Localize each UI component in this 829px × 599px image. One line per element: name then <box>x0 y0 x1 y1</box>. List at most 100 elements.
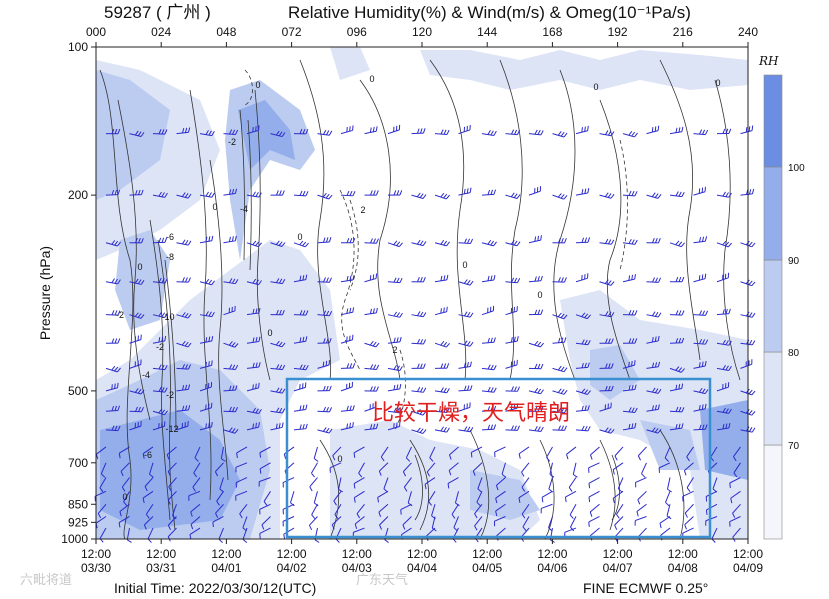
wind-barb <box>505 129 521 136</box>
wind-barb <box>552 131 568 138</box>
pressure-tick-label: 925 <box>68 515 88 529</box>
wind-barb <box>378 462 389 476</box>
wind-barb <box>100 462 107 478</box>
wind-barb <box>105 365 121 373</box>
wind-barb <box>387 277 403 284</box>
wind-barb <box>289 491 295 507</box>
wind-barb <box>521 503 530 519</box>
wind-barb <box>693 387 709 395</box>
wind-barb <box>105 338 121 344</box>
omega-contour <box>247 119 252 271</box>
wind-barb <box>215 503 224 518</box>
wind-barb <box>152 191 168 198</box>
wind-barb <box>528 363 544 370</box>
wind-barb <box>528 406 544 412</box>
wind-barb <box>646 192 662 199</box>
wind-barb <box>387 364 403 372</box>
omega-contour <box>117 99 151 421</box>
wind-barb <box>588 516 600 527</box>
wind-barb <box>458 187 472 196</box>
dry-region-box <box>285 377 712 539</box>
wind-barb <box>118 446 130 459</box>
wind-barb <box>387 421 401 431</box>
wind-barb <box>152 311 168 319</box>
wind-barb <box>636 503 647 517</box>
wind-barb <box>622 190 638 197</box>
top-tick-label: 024 <box>151 25 171 39</box>
wind-barb <box>434 192 450 200</box>
pressure-tick-label: 200 <box>68 188 88 202</box>
date-tick-time: 12:00 <box>733 547 763 561</box>
top-tick-label: 120 <box>412 25 432 39</box>
date-tick-date: 04/09 <box>733 561 763 575</box>
wind-barb <box>403 477 412 492</box>
omega-contour-label: 0 <box>462 260 467 270</box>
date-tick-date: 04/05 <box>472 561 502 575</box>
wind-barb <box>434 387 450 394</box>
wind-barb <box>646 361 661 369</box>
wind-barb <box>458 402 471 412</box>
wind-barb <box>167 516 177 530</box>
wind-barb <box>575 273 589 283</box>
omega-contour-labels: 0 -2 -4 -6 -8 -10 -12 -2 -6 -2 -4 0 0 0 0 0 0 0 0 0 2 2 -2 0 0 <box>116 74 721 502</box>
wind-barb <box>693 310 709 316</box>
wind-barb <box>120 462 130 477</box>
omega-contour-label: 0 <box>369 74 374 84</box>
wind-barb <box>105 405 120 412</box>
wind-barb <box>693 424 708 431</box>
wind-barb <box>622 274 636 283</box>
top-axis-ticks: 000 024 048 072 096 120 144 168 192 216 240 <box>86 25 758 47</box>
wind-barb <box>129 278 145 285</box>
wind-barb <box>521 477 530 492</box>
wind-barb <box>270 340 286 348</box>
date-tick-time: 12:00 <box>603 547 633 561</box>
wind-barb <box>332 446 342 461</box>
wind-barb <box>235 490 248 501</box>
wind-barb <box>152 237 168 244</box>
watermark-left: 六毗将道 <box>20 573 72 588</box>
wind-barb <box>599 338 614 344</box>
top-tick-label: 240 <box>738 25 758 39</box>
wind-barb <box>246 336 261 344</box>
wind-barb <box>552 193 568 200</box>
wind-barb <box>552 365 568 373</box>
wind-barb <box>152 335 167 344</box>
wind-barb <box>505 306 518 316</box>
wind-barb <box>282 503 295 515</box>
omega-contour-label: 2 <box>360 205 365 215</box>
wind-barb <box>283 527 295 540</box>
wind-barb <box>199 382 213 392</box>
omega-contour <box>359 79 401 381</box>
wind-barb <box>682 490 694 502</box>
wind-barb <box>622 360 636 369</box>
omega-contour-label: -6 <box>166 232 174 242</box>
wind-barb <box>518 490 530 503</box>
wind-barb <box>147 527 154 543</box>
wind-barb <box>223 278 239 285</box>
wind-barb <box>293 274 308 283</box>
wind-barb <box>622 407 638 413</box>
top-tick-label: 144 <box>477 25 497 39</box>
wind-barb <box>176 340 192 348</box>
wind-barb <box>364 340 380 348</box>
wind-barb <box>476 491 483 507</box>
wind-barb <box>261 516 271 530</box>
wind-barb <box>152 386 168 393</box>
wind-barb <box>144 477 154 492</box>
wind-barb <box>212 516 224 528</box>
wind-barb <box>167 462 177 477</box>
wind-barb <box>99 477 107 493</box>
wind-barb <box>387 311 403 318</box>
wind-barb <box>599 363 614 369</box>
wind-barb <box>293 310 309 316</box>
wind-barb <box>282 477 295 488</box>
rh-colorbar: 70 80 90 100 <box>763 74 805 540</box>
omega-contour <box>599 99 631 381</box>
omega-contour <box>189 89 212 501</box>
wind-barb <box>129 334 142 344</box>
wind-barb <box>168 477 177 492</box>
wind-barb <box>552 407 568 414</box>
wind-barb <box>411 192 427 200</box>
wind-barb <box>740 188 755 196</box>
